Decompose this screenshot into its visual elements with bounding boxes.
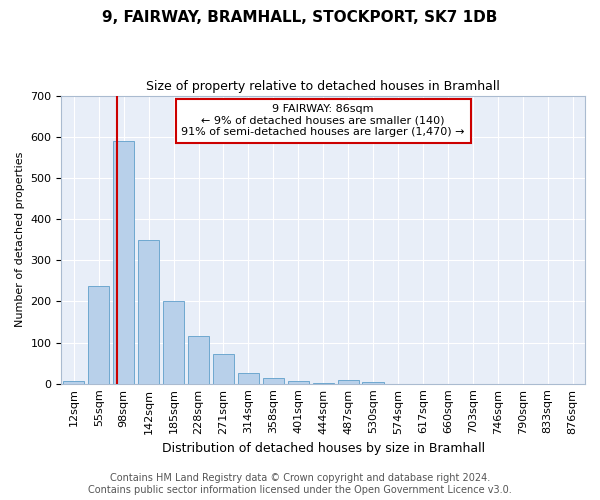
- Bar: [263, 378, 284, 384]
- Bar: [213, 354, 234, 384]
- Bar: [338, 380, 359, 384]
- Bar: [138, 240, 159, 384]
- Bar: [287, 381, 309, 384]
- Bar: [113, 141, 134, 384]
- Bar: [238, 373, 259, 384]
- Bar: [88, 286, 109, 384]
- Text: 9, FAIRWAY, BRAMHALL, STOCKPORT, SK7 1DB: 9, FAIRWAY, BRAMHALL, STOCKPORT, SK7 1DB: [103, 10, 497, 25]
- Text: 9 FAIRWAY: 86sqm
← 9% of detached houses are smaller (140)
91% of semi-detached : 9 FAIRWAY: 86sqm ← 9% of detached houses…: [181, 104, 465, 138]
- Text: Contains HM Land Registry data © Crown copyright and database right 2024.
Contai: Contains HM Land Registry data © Crown c…: [88, 474, 512, 495]
- Y-axis label: Number of detached properties: Number of detached properties: [15, 152, 25, 328]
- Bar: [63, 381, 85, 384]
- Bar: [188, 336, 209, 384]
- Bar: [163, 300, 184, 384]
- X-axis label: Distribution of detached houses by size in Bramhall: Distribution of detached houses by size …: [161, 442, 485, 455]
- Title: Size of property relative to detached houses in Bramhall: Size of property relative to detached ho…: [146, 80, 500, 93]
- Bar: [362, 382, 383, 384]
